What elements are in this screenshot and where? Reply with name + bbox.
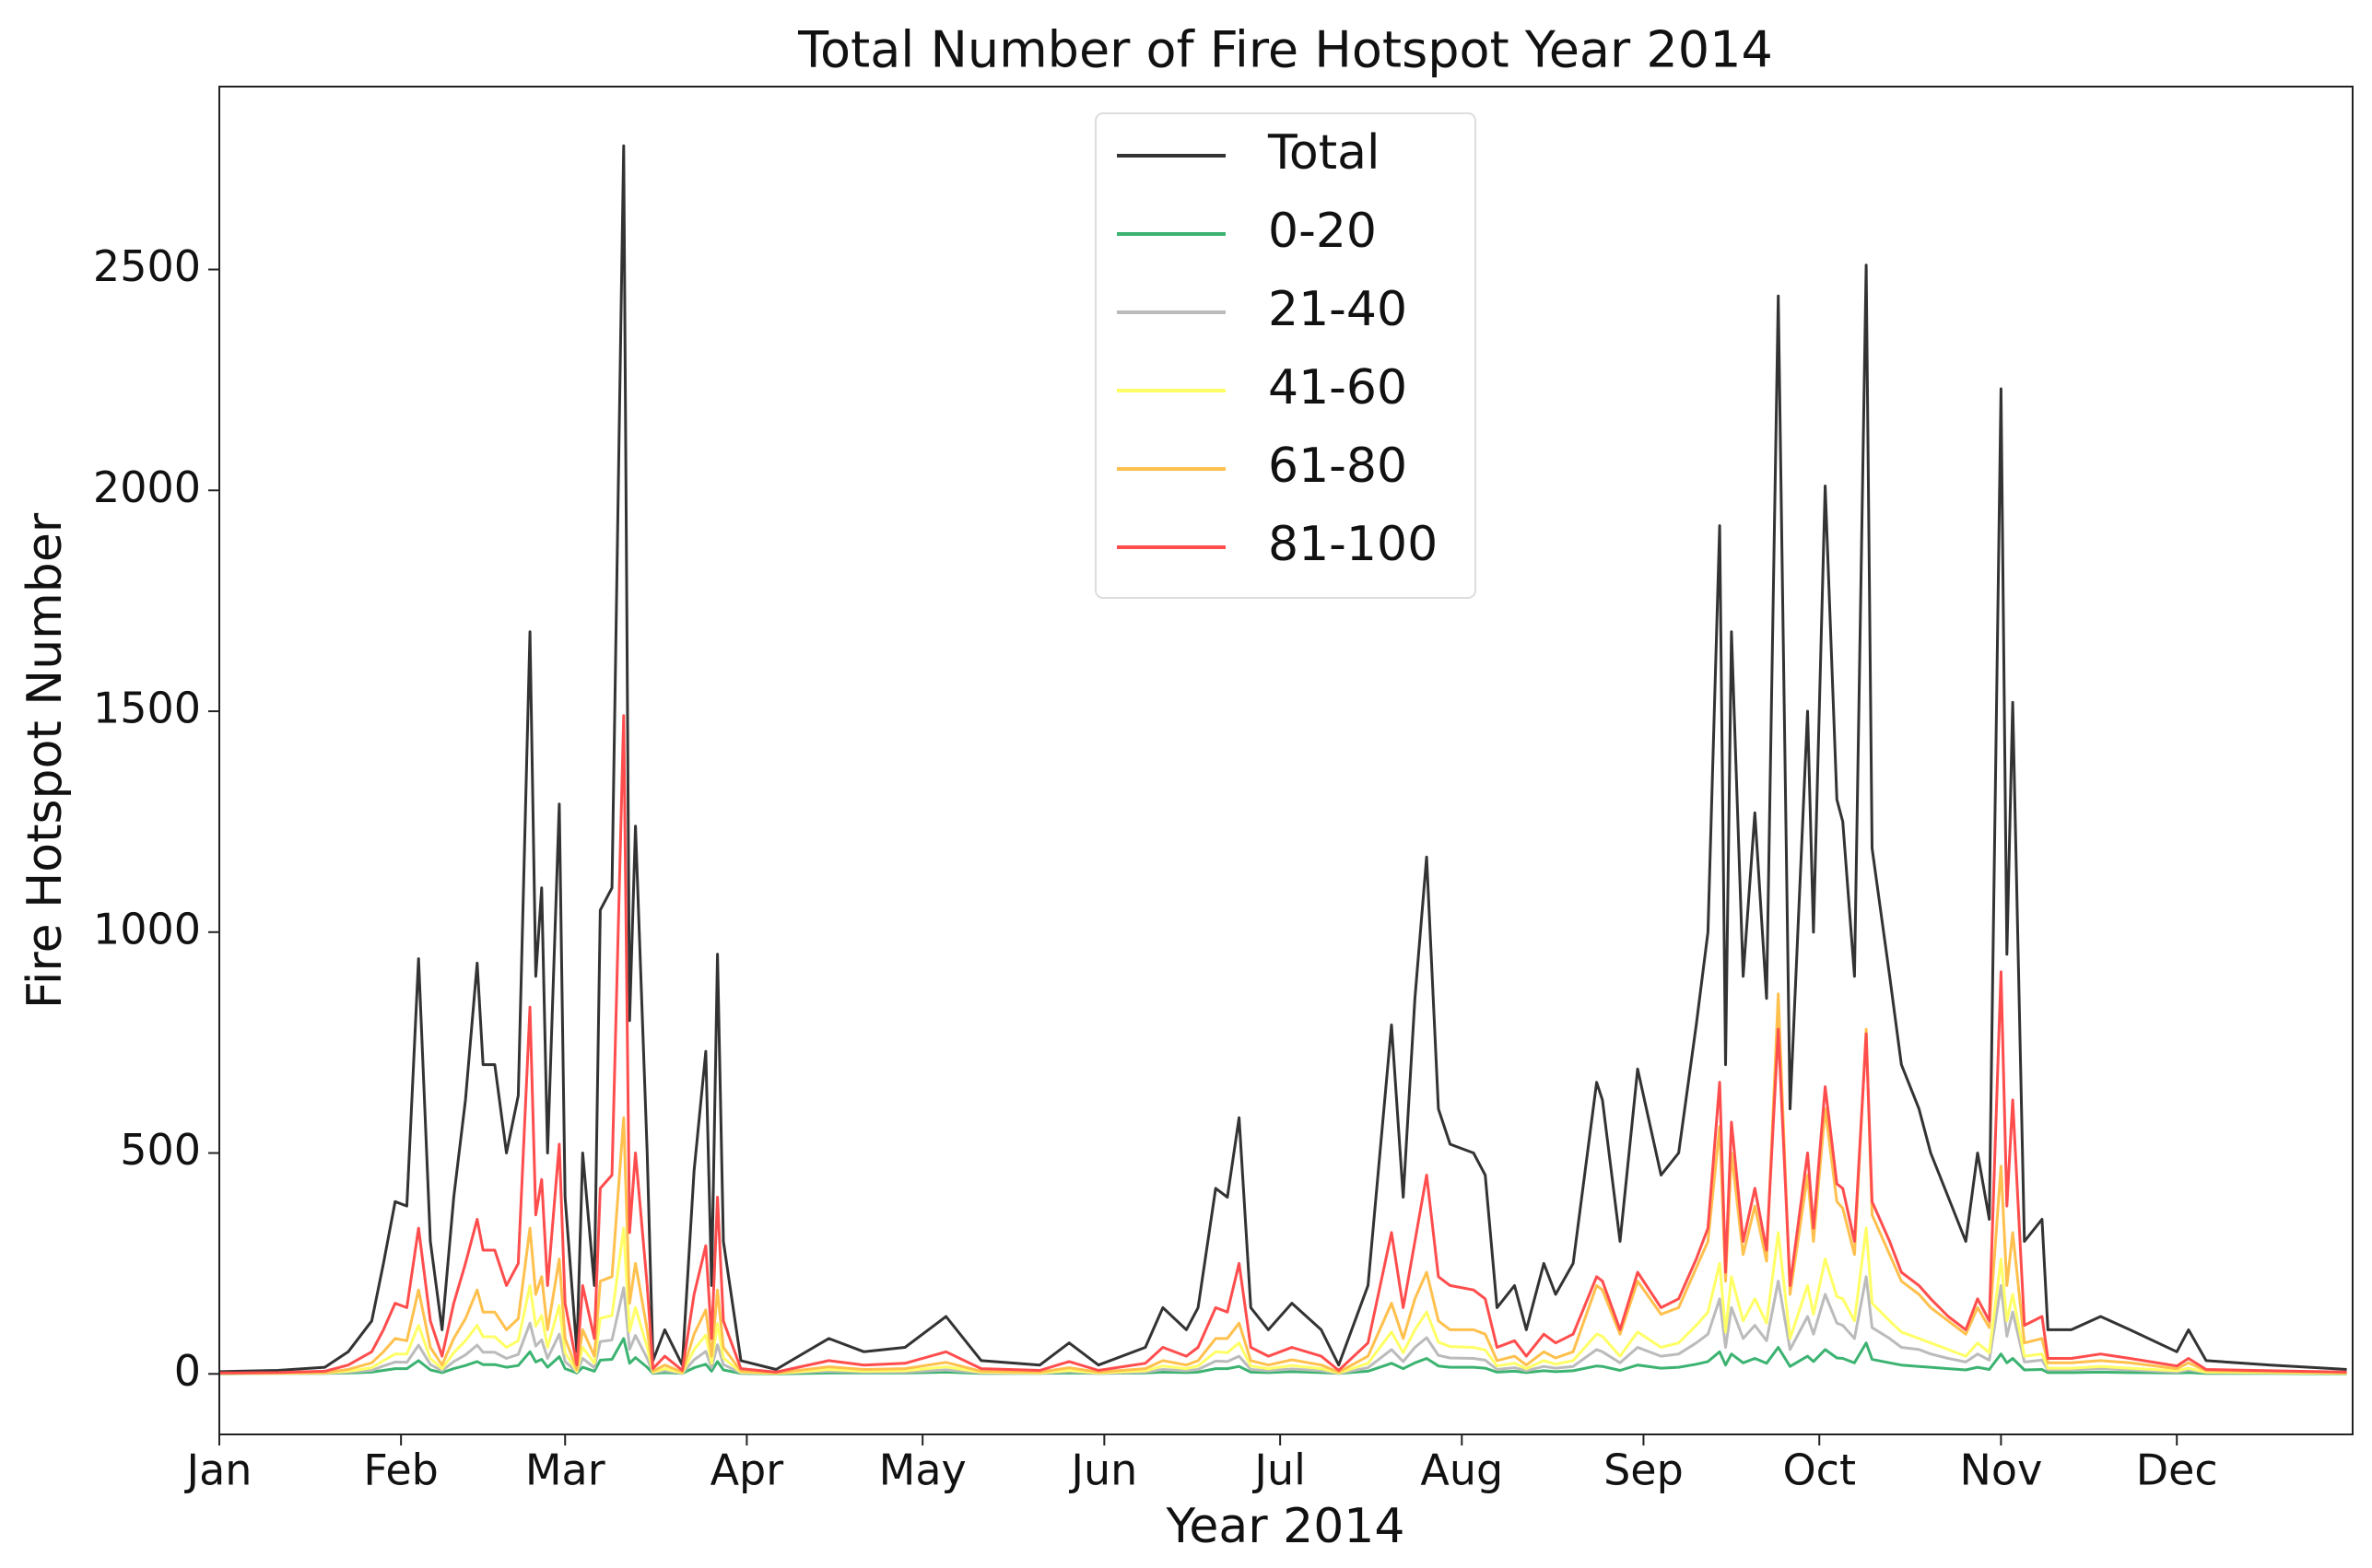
x-tick-label: Sep bbox=[1603, 1445, 1684, 1495]
y-tick-label: 500 bbox=[120, 1125, 201, 1175]
x-tick-label: Dec bbox=[2136, 1445, 2218, 1495]
series-line bbox=[218, 714, 2347, 1375]
y-tick-label: 1000 bbox=[93, 904, 201, 954]
legend-label: 0-20 bbox=[1268, 204, 1377, 259]
legend-label: 61-80 bbox=[1268, 439, 1407, 494]
x-tick-label: Mar bbox=[525, 1445, 605, 1495]
x-tick-label: Oct bbox=[1782, 1445, 1856, 1495]
y-tick-label: 2000 bbox=[93, 462, 201, 512]
legend-label: Total bbox=[1267, 125, 1380, 181]
legend-label: 21-40 bbox=[1268, 282, 1407, 337]
x-tick-label: Apr bbox=[710, 1445, 784, 1495]
y-axis-label: Fire Hotspot Number bbox=[18, 512, 73, 1009]
x-tick-label: Feb bbox=[363, 1445, 438, 1495]
legend-label: 81-100 bbox=[1268, 517, 1438, 572]
series-line bbox=[218, 992, 2347, 1375]
y-tick-label: 0 bbox=[174, 1346, 201, 1396]
x-tick-label: May bbox=[879, 1445, 967, 1495]
series-line bbox=[218, 144, 2347, 1374]
x-tick-label: Aug bbox=[1420, 1445, 1503, 1495]
series-line bbox=[219, 1226, 2347, 1375]
x-tick-label: Nov bbox=[1960, 1445, 2043, 1495]
y-tick-label: 2500 bbox=[93, 241, 201, 291]
x-tick-label: Jan bbox=[184, 1445, 252, 1495]
chart-title: Total Number of Fire Hotspot Year 2014 bbox=[797, 21, 1773, 79]
x-tick-label: Jun bbox=[1068, 1445, 1137, 1495]
legend-label: 41-60 bbox=[1268, 360, 1407, 415]
plot-frame bbox=[218, 86, 2354, 1435]
x-axis-label: Year 2014 bbox=[1166, 1499, 1405, 1554]
x-tick-label: Jul bbox=[1251, 1445, 1306, 1495]
y-tick-label: 1500 bbox=[93, 684, 201, 733]
